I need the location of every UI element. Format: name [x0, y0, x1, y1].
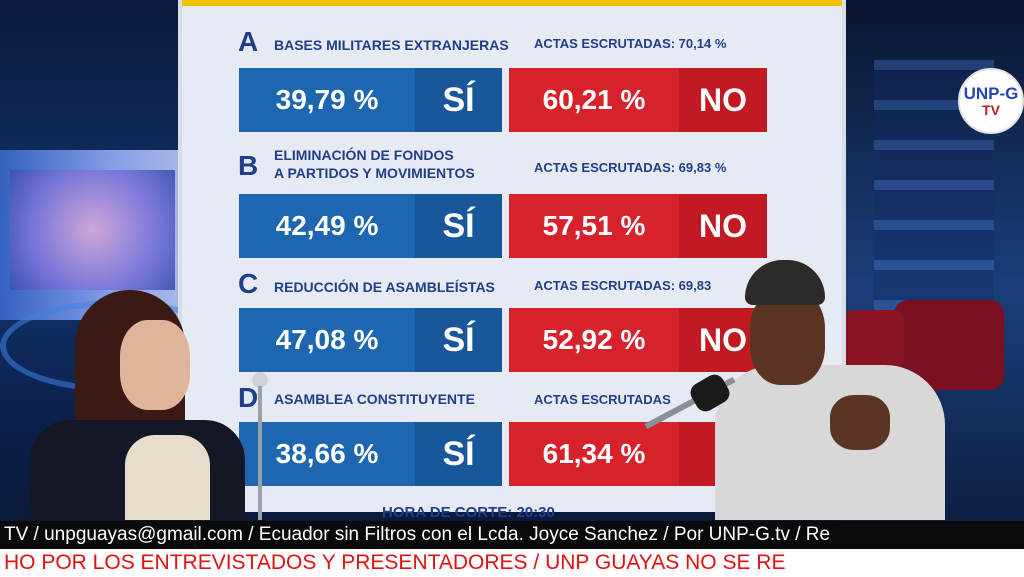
question-title: BASES MILITARES EXTRANJERAS	[274, 37, 509, 53]
channel-logo: UNP-G TV	[958, 68, 1024, 134]
blouse	[125, 435, 210, 520]
no-percentage: 52,92 %	[542, 324, 646, 355]
ticker-text: HO POR LOS ENTREVISTADOS Y PRESENTADORES…	[4, 551, 786, 574]
actas-escrutadas: ACTAS ESCRUTADAS	[534, 392, 671, 407]
ticker-bar-bottom: HO POR LOS ENTREVISTADOS Y PRESENTADORES…	[0, 549, 1024, 577]
si-percentage: 39,79 %	[275, 84, 379, 115]
no-percentage: 61,34 %	[542, 438, 646, 469]
si-bar: 42,49 % SÍ	[239, 194, 502, 258]
ticker-text: TV / unpguayas@gmail.com / Ecuador sin F…	[4, 524, 831, 545]
si-bar: 47,08 % SÍ	[239, 308, 502, 372]
question-letter: D	[238, 382, 259, 413]
face	[750, 290, 825, 385]
si-label: SÍ	[415, 308, 502, 372]
no-label: NO	[679, 194, 767, 258]
hora-de-corte: HORA DE CORTE: 20:30	[382, 504, 555, 521]
no-percentage: 57,51 %	[542, 210, 646, 241]
question-title-line2: A PARTIDOS Y MOVIMIENTOS	[274, 165, 475, 181]
question-title-line1: ELIMINACIÓN DE FONDOS	[274, 147, 454, 163]
logo-text: UNP-G	[963, 84, 1019, 103]
si-bar: 39,79 % SÍ	[239, 68, 502, 132]
cap	[745, 260, 825, 305]
face	[120, 320, 190, 410]
no-bar: 57,51 % NO	[509, 194, 767, 258]
guest-man	[690, 255, 960, 520]
no-bar: 60,21 % NO	[509, 68, 767, 132]
microphone-icon	[252, 372, 268, 388]
logo-tv-text: TV	[982, 102, 1000, 118]
si-percentage: 42,49 %	[275, 210, 379, 241]
presenter-woman	[30, 290, 245, 520]
question-letter: A	[238, 26, 259, 57]
si-label: SÍ	[415, 68, 502, 132]
actas-escrutadas: ACTAS ESCRUTADAS: 69,83 %	[534, 160, 727, 175]
si-percentage: 47,08 %	[275, 324, 379, 355]
si-label: SÍ	[415, 194, 502, 258]
question-title: ASAMBLEA CONSTITUYENTE	[274, 391, 475, 407]
shirt	[715, 365, 945, 520]
world-map-screen	[10, 170, 175, 290]
question-letter: B	[238, 150, 259, 181]
si-label: SÍ	[415, 422, 502, 486]
question-title: REDUCCIÓN DE ASAMBLEÍSTAS	[274, 279, 495, 295]
no-percentage: 60,21 %	[542, 84, 646, 115]
microphone-stand	[258, 386, 262, 520]
hand	[830, 395, 890, 450]
no-label: NO	[679, 68, 767, 132]
si-bar: 38,66 % SÍ	[239, 422, 502, 486]
ticker-bar-top: TV / unpguayas@gmail.com / Ecuador sin F…	[0, 521, 1024, 549]
si-percentage: 38,66 %	[275, 438, 379, 469]
actas-escrutadas: ACTAS ESCRUTADAS: 70,14 %	[534, 36, 727, 51]
question-letter: C	[238, 268, 259, 299]
board-top-stripe	[182, 0, 842, 6]
actas-escrutadas: ACTAS ESCRUTADAS: 69,83	[534, 278, 712, 293]
red-armchair-small	[844, 310, 904, 370]
